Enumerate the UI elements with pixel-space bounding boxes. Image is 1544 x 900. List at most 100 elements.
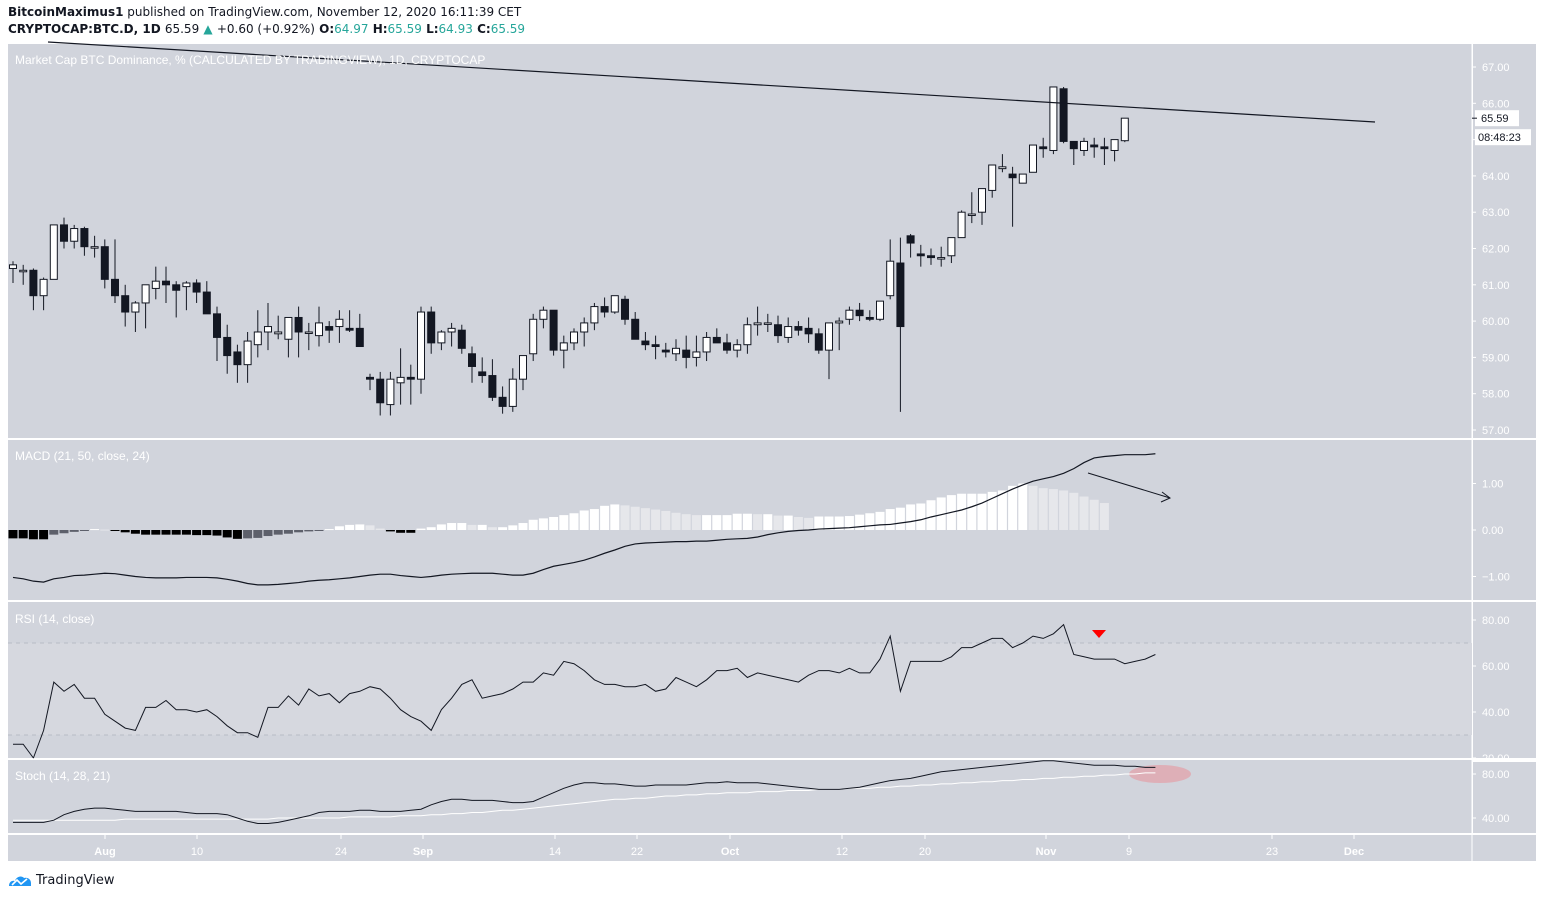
candle[interactable] xyxy=(559,335,568,369)
resistance-trendline[interactable] xyxy=(47,41,1376,123)
candle[interactable] xyxy=(927,248,935,265)
candle[interactable] xyxy=(294,306,303,358)
candle[interactable] xyxy=(967,192,976,224)
candle[interactable] xyxy=(468,346,476,383)
candle[interactable] xyxy=(590,302,599,331)
candle[interactable] xyxy=(376,371,385,416)
candle[interactable] xyxy=(151,266,160,300)
candle[interactable] xyxy=(29,268,38,311)
candle[interactable] xyxy=(692,335,701,367)
candle[interactable] xyxy=(182,281,191,311)
candle[interactable] xyxy=(631,312,640,340)
candle[interactable] xyxy=(672,339,680,362)
publisher-name[interactable]: BitcoinMaximus1 xyxy=(8,5,124,19)
candle[interactable] xyxy=(274,315,283,340)
candle[interactable] xyxy=(1049,86,1058,155)
candle[interactable] xyxy=(876,300,884,322)
candle[interactable] xyxy=(457,324,466,354)
candle[interactable] xyxy=(121,284,130,327)
candle[interactable] xyxy=(774,315,782,343)
candle[interactable] xyxy=(366,373,374,391)
footer-brand[interactable]: TradingView xyxy=(8,873,115,888)
candle[interactable] xyxy=(508,368,517,412)
candle[interactable] xyxy=(865,310,874,322)
candle[interactable] xyxy=(39,277,48,311)
candle[interactable] xyxy=(233,344,242,383)
candle[interactable] xyxy=(937,246,946,267)
candle[interactable] xyxy=(835,317,844,351)
macd-line[interactable] xyxy=(12,453,1156,586)
candle[interactable] xyxy=(651,335,660,360)
candle[interactable] xyxy=(488,359,497,401)
candle[interactable] xyxy=(1039,137,1048,158)
candle[interactable] xyxy=(855,302,864,322)
candle[interactable] xyxy=(1080,137,1088,156)
candle[interactable] xyxy=(621,295,629,325)
candle[interactable] xyxy=(1059,86,1068,144)
candle[interactable] xyxy=(223,324,232,374)
candle[interactable] xyxy=(661,342,670,358)
candle[interactable] xyxy=(998,154,1007,173)
candle[interactable] xyxy=(1110,139,1119,162)
candle[interactable] xyxy=(1029,144,1037,173)
candle[interactable] xyxy=(80,226,89,256)
candle[interactable] xyxy=(947,237,956,264)
candle[interactable] xyxy=(70,224,79,249)
rsi-line[interactable] xyxy=(13,623,1156,760)
price-pane-axis[interactable] xyxy=(1473,44,1536,438)
candle[interactable] xyxy=(814,328,823,354)
candle[interactable] xyxy=(111,239,119,303)
annotation-arrow[interactable] xyxy=(1087,472,1171,499)
candle[interactable] xyxy=(498,386,507,414)
candle[interactable] xyxy=(988,164,997,198)
candle[interactable] xyxy=(315,306,323,347)
candle[interactable] xyxy=(386,371,395,416)
candle[interactable] xyxy=(753,306,762,336)
candle[interactable] xyxy=(916,244,925,267)
candle[interactable] xyxy=(712,328,721,344)
candle[interactable] xyxy=(794,321,803,336)
candle[interactable] xyxy=(437,330,446,351)
stoch-k-line[interactable] xyxy=(13,760,1156,824)
candle[interactable] xyxy=(580,317,589,347)
candle[interactable] xyxy=(733,339,742,358)
candle[interactable] xyxy=(896,237,905,412)
candle[interactable] xyxy=(1100,137,1109,166)
candle[interactable] xyxy=(682,335,691,369)
stoch-pane-axis[interactable] xyxy=(1473,760,1536,833)
candle[interactable] xyxy=(723,333,731,354)
candle[interactable] xyxy=(131,301,140,332)
candle[interactable] xyxy=(60,217,68,249)
candle[interactable] xyxy=(202,281,211,315)
candle[interactable] xyxy=(284,316,293,358)
candle[interactable] xyxy=(906,233,915,258)
candle[interactable] xyxy=(1018,173,1027,184)
candle[interactable] xyxy=(610,295,619,314)
candle[interactable] xyxy=(49,224,58,280)
candle[interactable] xyxy=(264,302,272,351)
candle[interactable] xyxy=(1120,117,1129,143)
stoch-pane[interactable] xyxy=(8,760,1472,833)
candle[interactable] xyxy=(957,210,966,239)
price-pane[interactable] xyxy=(8,44,1472,438)
candle[interactable] xyxy=(978,188,986,225)
stoch-d-line[interactable] xyxy=(13,772,1156,821)
candle[interactable] xyxy=(519,355,527,391)
candle[interactable] xyxy=(702,331,711,362)
time-axis[interactable] xyxy=(8,835,1536,861)
candle[interactable] xyxy=(600,297,609,318)
candle[interactable] xyxy=(845,306,854,325)
candle[interactable] xyxy=(539,306,548,329)
candle[interactable] xyxy=(763,313,772,332)
candle[interactable] xyxy=(886,239,895,300)
candle[interactable] xyxy=(427,306,436,354)
candle[interactable] xyxy=(825,322,833,380)
candle[interactable] xyxy=(192,279,201,303)
bearish-divergence-marker-icon[interactable] xyxy=(1092,630,1106,638)
candle[interactable] xyxy=(641,331,650,351)
candle[interactable] xyxy=(1090,137,1099,158)
candle[interactable] xyxy=(417,306,425,394)
macd-pane-axis[interactable] xyxy=(1473,440,1536,600)
candle[interactable] xyxy=(549,309,558,356)
